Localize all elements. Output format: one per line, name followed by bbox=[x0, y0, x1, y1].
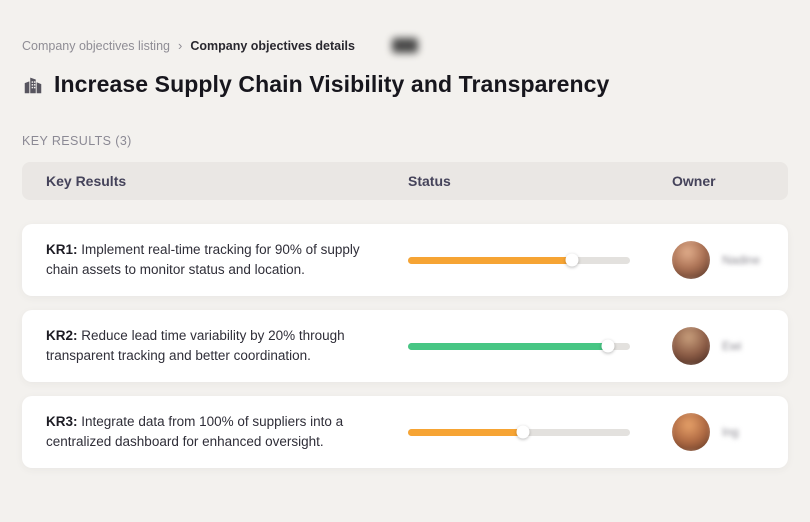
kr2-slider-knob[interactable] bbox=[601, 339, 615, 353]
kr3-progress-slider[interactable] bbox=[408, 425, 630, 439]
kr1-description: KR1: Implement real-time tracking for 90… bbox=[46, 242, 360, 277]
kr1-owner-avatar bbox=[672, 241, 710, 279]
column-header-key-results: Key Results bbox=[46, 173, 127, 189]
key-result-row-kr3[interactable]: KR3: Integrate data from 100% of supplie… bbox=[22, 396, 788, 468]
kr2-progress-slider[interactable] bbox=[408, 339, 630, 353]
column-header-status: Status bbox=[408, 173, 451, 189]
key-result-row-kr2[interactable]: KR2: Reduce lead time variability by 20%… bbox=[22, 310, 788, 382]
kr1-owner-name: Nadine bbox=[722, 253, 761, 267]
kr3-slider-knob[interactable] bbox=[516, 425, 530, 439]
key-results-section-label: KEY RESULTS (3) bbox=[22, 134, 132, 148]
kr1-status-cell bbox=[408, 253, 672, 267]
page-title-row: Increase Supply Chain Visibility and Tra… bbox=[22, 71, 788, 98]
kr3-owner-cell: Ing bbox=[672, 413, 764, 451]
kr1-label: KR1: bbox=[46, 242, 78, 258]
kr3-owner-name: Ing bbox=[722, 425, 739, 439]
kr2-owner-avatar bbox=[672, 327, 710, 365]
building-icon bbox=[22, 74, 44, 96]
kr2-progress-fill bbox=[408, 342, 608, 350]
kr3-owner-avatar bbox=[672, 413, 710, 451]
kr1-progress-slider[interactable] bbox=[408, 253, 630, 267]
kr3-status-cell bbox=[408, 425, 672, 439]
objective-details-page: Company objectives listing › Company obj… bbox=[22, 38, 788, 468]
kr2-label: KR2: bbox=[46, 328, 78, 344]
redacted-blob bbox=[392, 38, 418, 53]
page-title: Increase Supply Chain Visibility and Tra… bbox=[54, 71, 610, 97]
kr3-progress-fill bbox=[408, 428, 524, 436]
kr1-progress-fill bbox=[408, 256, 573, 264]
kr1-slider-knob[interactable] bbox=[565, 253, 579, 267]
breadcrumb: Company objectives listing › Company obj… bbox=[22, 38, 788, 53]
kr3-description: KR3: Integrate data from 100% of supplie… bbox=[46, 414, 344, 449]
kr3-label: KR3: bbox=[46, 414, 78, 430]
breadcrumb-current: Company objectives details bbox=[190, 38, 355, 53]
chevron-right-icon: › bbox=[178, 38, 183, 53]
kr2-owner-name: Ewi bbox=[722, 339, 742, 353]
table-header: Key Results Status Owner bbox=[22, 162, 788, 200]
kr1-owner-cell: Nadine bbox=[672, 241, 764, 279]
key-result-row-kr1[interactable]: KR1: Implement real-time tracking for 90… bbox=[22, 224, 788, 296]
kr2-description: KR2: Reduce lead time variability by 20%… bbox=[46, 328, 345, 363]
breadcrumb-parent-link[interactable]: Company objectives listing bbox=[22, 38, 170, 53]
kr2-status-cell bbox=[408, 339, 672, 353]
key-results-list: KR1: Implement real-time tracking for 90… bbox=[22, 224, 788, 468]
column-header-owner: Owner bbox=[672, 173, 716, 189]
kr2-owner-cell: Ewi bbox=[672, 327, 764, 365]
